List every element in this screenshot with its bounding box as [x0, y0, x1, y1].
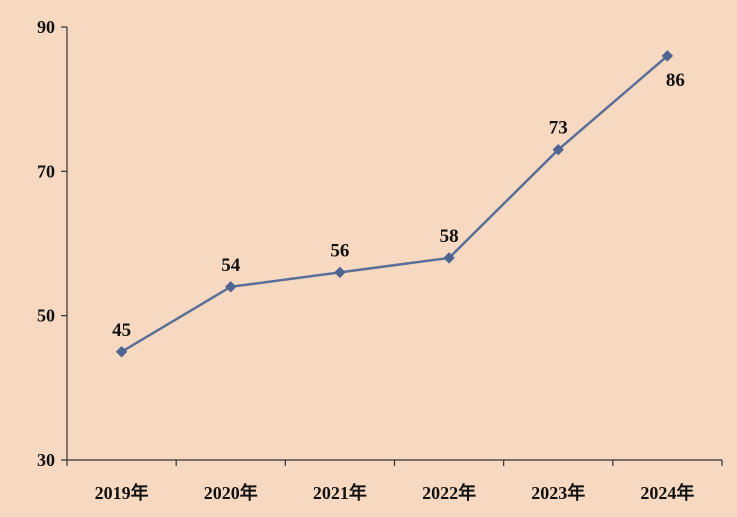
data-point-marker [334, 266, 346, 279]
y-tick-label: 90 [37, 17, 55, 37]
x-tick-label: 2023年 [531, 482, 585, 503]
y-axis-ticks: 30 50 70 90 [37, 17, 67, 470]
data-point-marker [443, 252, 455, 264]
data-point-marker [661, 50, 674, 62]
data-label: 45 [112, 320, 131, 341]
data-label: 56 [330, 240, 349, 261]
data-labels: 45 54 56 58 73 86 [112, 70, 685, 341]
y-tick-label: 70 [37, 161, 55, 181]
x-tick-label: 2020年 [204, 482, 258, 503]
y-tick-label: 50 [37, 306, 55, 326]
data-label: 54 [221, 255, 241, 276]
data-point-marker [552, 143, 564, 156]
x-axis-ticks: 2019年 2020年 2021年 2022年 2023年 2024年 [66, 460, 723, 503]
data-point-marker [225, 281, 237, 293]
x-tick-label: 2019年 [95, 482, 149, 503]
y-tick-label: 30 [37, 450, 55, 470]
x-tick-label: 2021年 [313, 482, 367, 503]
series-group [115, 50, 674, 358]
data-label: 58 [440, 226, 459, 247]
data-point-marker [115, 346, 128, 358]
series-line [120, 54, 669, 353]
data-label: 73 [549, 118, 568, 139]
x-tick-label: 2024年 [640, 482, 694, 503]
x-tick-label: 2022年 [422, 482, 476, 503]
data-label: 86 [666, 70, 685, 91]
